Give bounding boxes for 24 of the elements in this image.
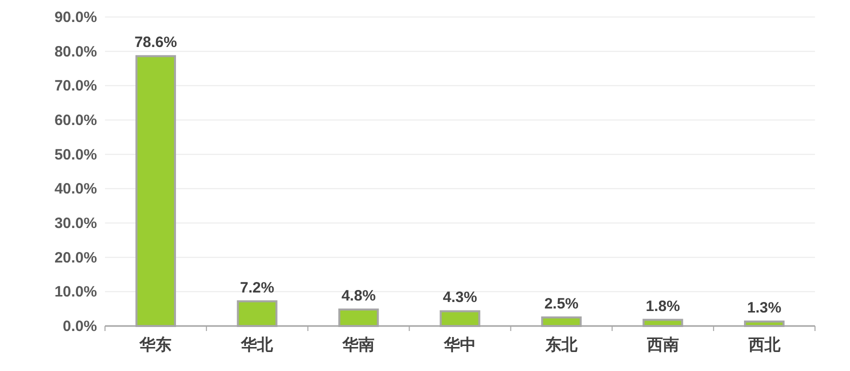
y-tick-label: 0.0% <box>62 318 97 335</box>
x-tick-label: 华中 <box>443 336 476 354</box>
x-tick-label: 华南 <box>342 336 375 354</box>
x-tick-label: 西南 <box>646 336 679 354</box>
x-tick-label: 华北 <box>240 336 274 354</box>
y-tick-label: 10.0% <box>54 284 97 301</box>
y-tick-label: 90.0% <box>54 9 97 26</box>
y-tick-label: 80.0% <box>54 43 97 60</box>
x-tick-label: 西北 <box>747 336 782 354</box>
data-label: 1.8% <box>646 298 680 315</box>
y-tick-label: 50.0% <box>54 146 97 164</box>
y-tick-label: 30.0% <box>54 215 97 232</box>
data-label: 4.8% <box>341 288 376 305</box>
data-label: 2.5% <box>544 295 579 312</box>
y-tick-label: 60.0% <box>54 112 97 129</box>
data-label: 78.6% <box>134 34 177 52</box>
data-label: 1.3% <box>747 300 782 317</box>
y-tick-label: 70.0% <box>54 78 97 95</box>
data-label: 4.3% <box>442 289 478 306</box>
x-tick-label: 华东 <box>138 336 172 354</box>
data-label: 7.2% <box>240 279 274 296</box>
y-tick-label: 20.0% <box>54 249 97 266</box>
x-tick-label: 东北 <box>544 336 578 354</box>
y-tick-label: 40.0% <box>54 180 97 198</box>
